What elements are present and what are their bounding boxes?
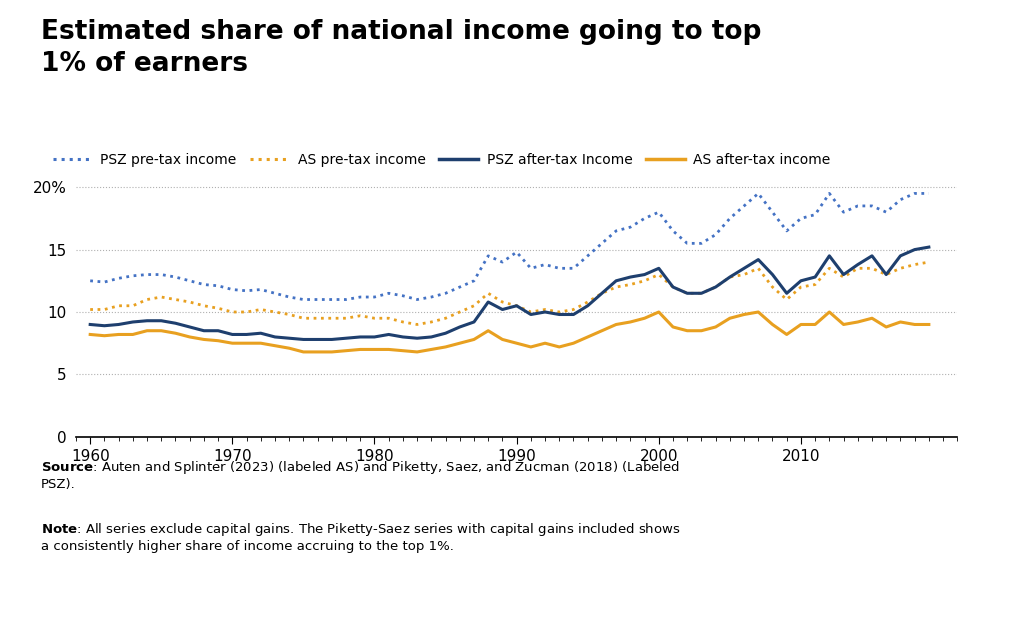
FancyBboxPatch shape: [957, 32, 981, 56]
FancyBboxPatch shape: [897, 32, 920, 56]
FancyBboxPatch shape: [927, 1, 950, 26]
Text: TPC: TPC: [892, 97, 946, 122]
FancyBboxPatch shape: [957, 62, 981, 87]
FancyBboxPatch shape: [866, 62, 889, 87]
Text: Estimated share of national income going to top
1% of earners: Estimated share of national income going…: [41, 19, 761, 77]
FancyBboxPatch shape: [957, 1, 981, 26]
Text: $\bf{Note}$: All series exclude capital gains. The Piketty-Saez series with capi: $\bf{Note}$: All series exclude capital …: [41, 521, 680, 553]
FancyBboxPatch shape: [927, 32, 950, 56]
Text: $\bf{Source}$: Auten and Splinter (2023) (labeled AS) and Piketty, Saez, and Zuc: $\bf{Source}$: Auten and Splinter (2023)…: [41, 459, 680, 490]
FancyBboxPatch shape: [897, 1, 920, 26]
Legend: PSZ pre-tax income, AS pre-tax income, PSZ after-tax Income, AS after-tax income: PSZ pre-tax income, AS pre-tax income, P…: [48, 147, 837, 172]
FancyBboxPatch shape: [897, 62, 920, 87]
FancyBboxPatch shape: [866, 1, 889, 26]
FancyBboxPatch shape: [866, 32, 889, 56]
FancyBboxPatch shape: [927, 62, 950, 87]
